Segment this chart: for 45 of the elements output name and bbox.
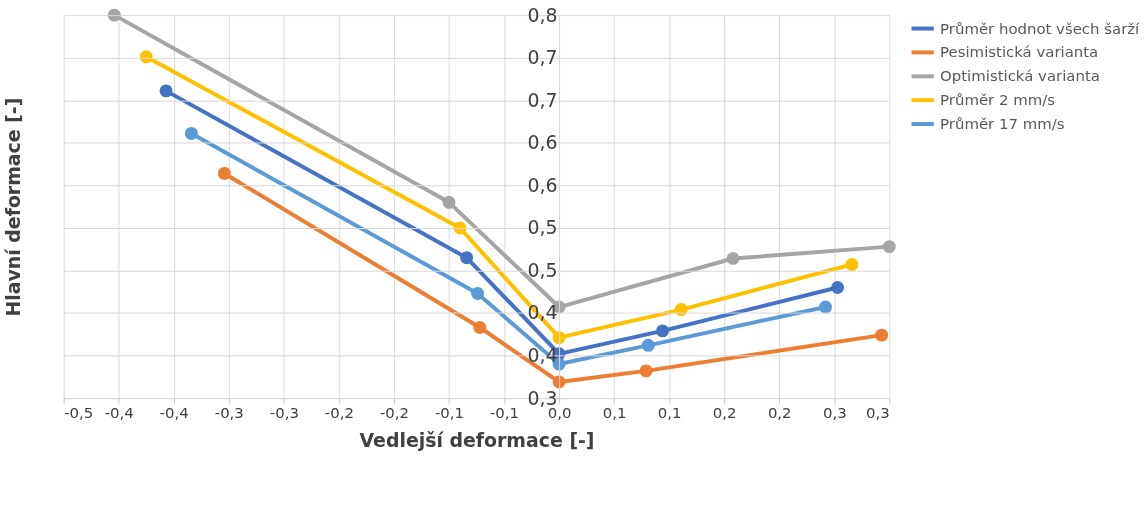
x-tick-label: -0,3 <box>214 403 244 422</box>
x-tick-label: 0,1 <box>602 403 627 422</box>
point <box>184 126 198 140</box>
x-tick-label: 0,3 <box>866 403 890 422</box>
legend-label: Pesimistická varianta <box>940 43 1099 62</box>
y-tick-label: 0,6 <box>527 173 558 196</box>
y-tick-label: 0,5 <box>527 258 558 281</box>
x-tick-label: -0,1 <box>489 403 520 422</box>
legend-label: Průměr 17 mm/s <box>940 115 1065 134</box>
point <box>831 281 845 294</box>
x-tick-label: -0,4 <box>159 403 189 422</box>
legend-label: Průměr hodnot všech šarží <box>940 19 1141 38</box>
x-tick-label: -0,2 <box>379 403 409 422</box>
point <box>656 324 670 338</box>
x-tick-label: 0,2 <box>712 403 737 422</box>
point <box>217 166 231 180</box>
point <box>159 84 173 98</box>
x-tick-label: 0,1 <box>657 403 682 422</box>
point <box>819 300 832 314</box>
x-tick-label: -0,4 <box>104 403 134 422</box>
x-tick-label: -0,3 <box>269 403 299 422</box>
point <box>473 321 487 334</box>
point <box>639 364 653 378</box>
point <box>845 258 859 271</box>
point <box>442 195 456 209</box>
y-tick-label: 0,7 <box>527 88 558 111</box>
y-tick-label: 0,8 <box>527 3 558 26</box>
legend-label: Optimistická varianta <box>940 67 1100 86</box>
y-axis-title: Hlavní deformace [-] <box>2 97 25 317</box>
point <box>641 338 655 352</box>
y-tick-label: 0,7 <box>527 46 558 69</box>
x-axis-title: Vedlejší deformace [-] <box>359 429 595 452</box>
y-tick-label: 0,6 <box>527 131 558 154</box>
point <box>460 251 474 265</box>
point <box>726 252 740 265</box>
point <box>471 286 485 300</box>
x-tick-label: 0,3 <box>822 403 847 422</box>
point <box>875 328 889 342</box>
legend-label: Průměr 2 mm/s <box>940 91 1056 110</box>
x-tick-label: -0,2 <box>324 403 354 422</box>
point <box>882 240 896 254</box>
x-tick-label: -0,1 <box>434 403 465 422</box>
x-tick-label: -0,5 <box>64 403 94 422</box>
y-tick-label: 0,5 <box>527 216 558 239</box>
x-tick-label: 0,2 <box>767 403 792 422</box>
